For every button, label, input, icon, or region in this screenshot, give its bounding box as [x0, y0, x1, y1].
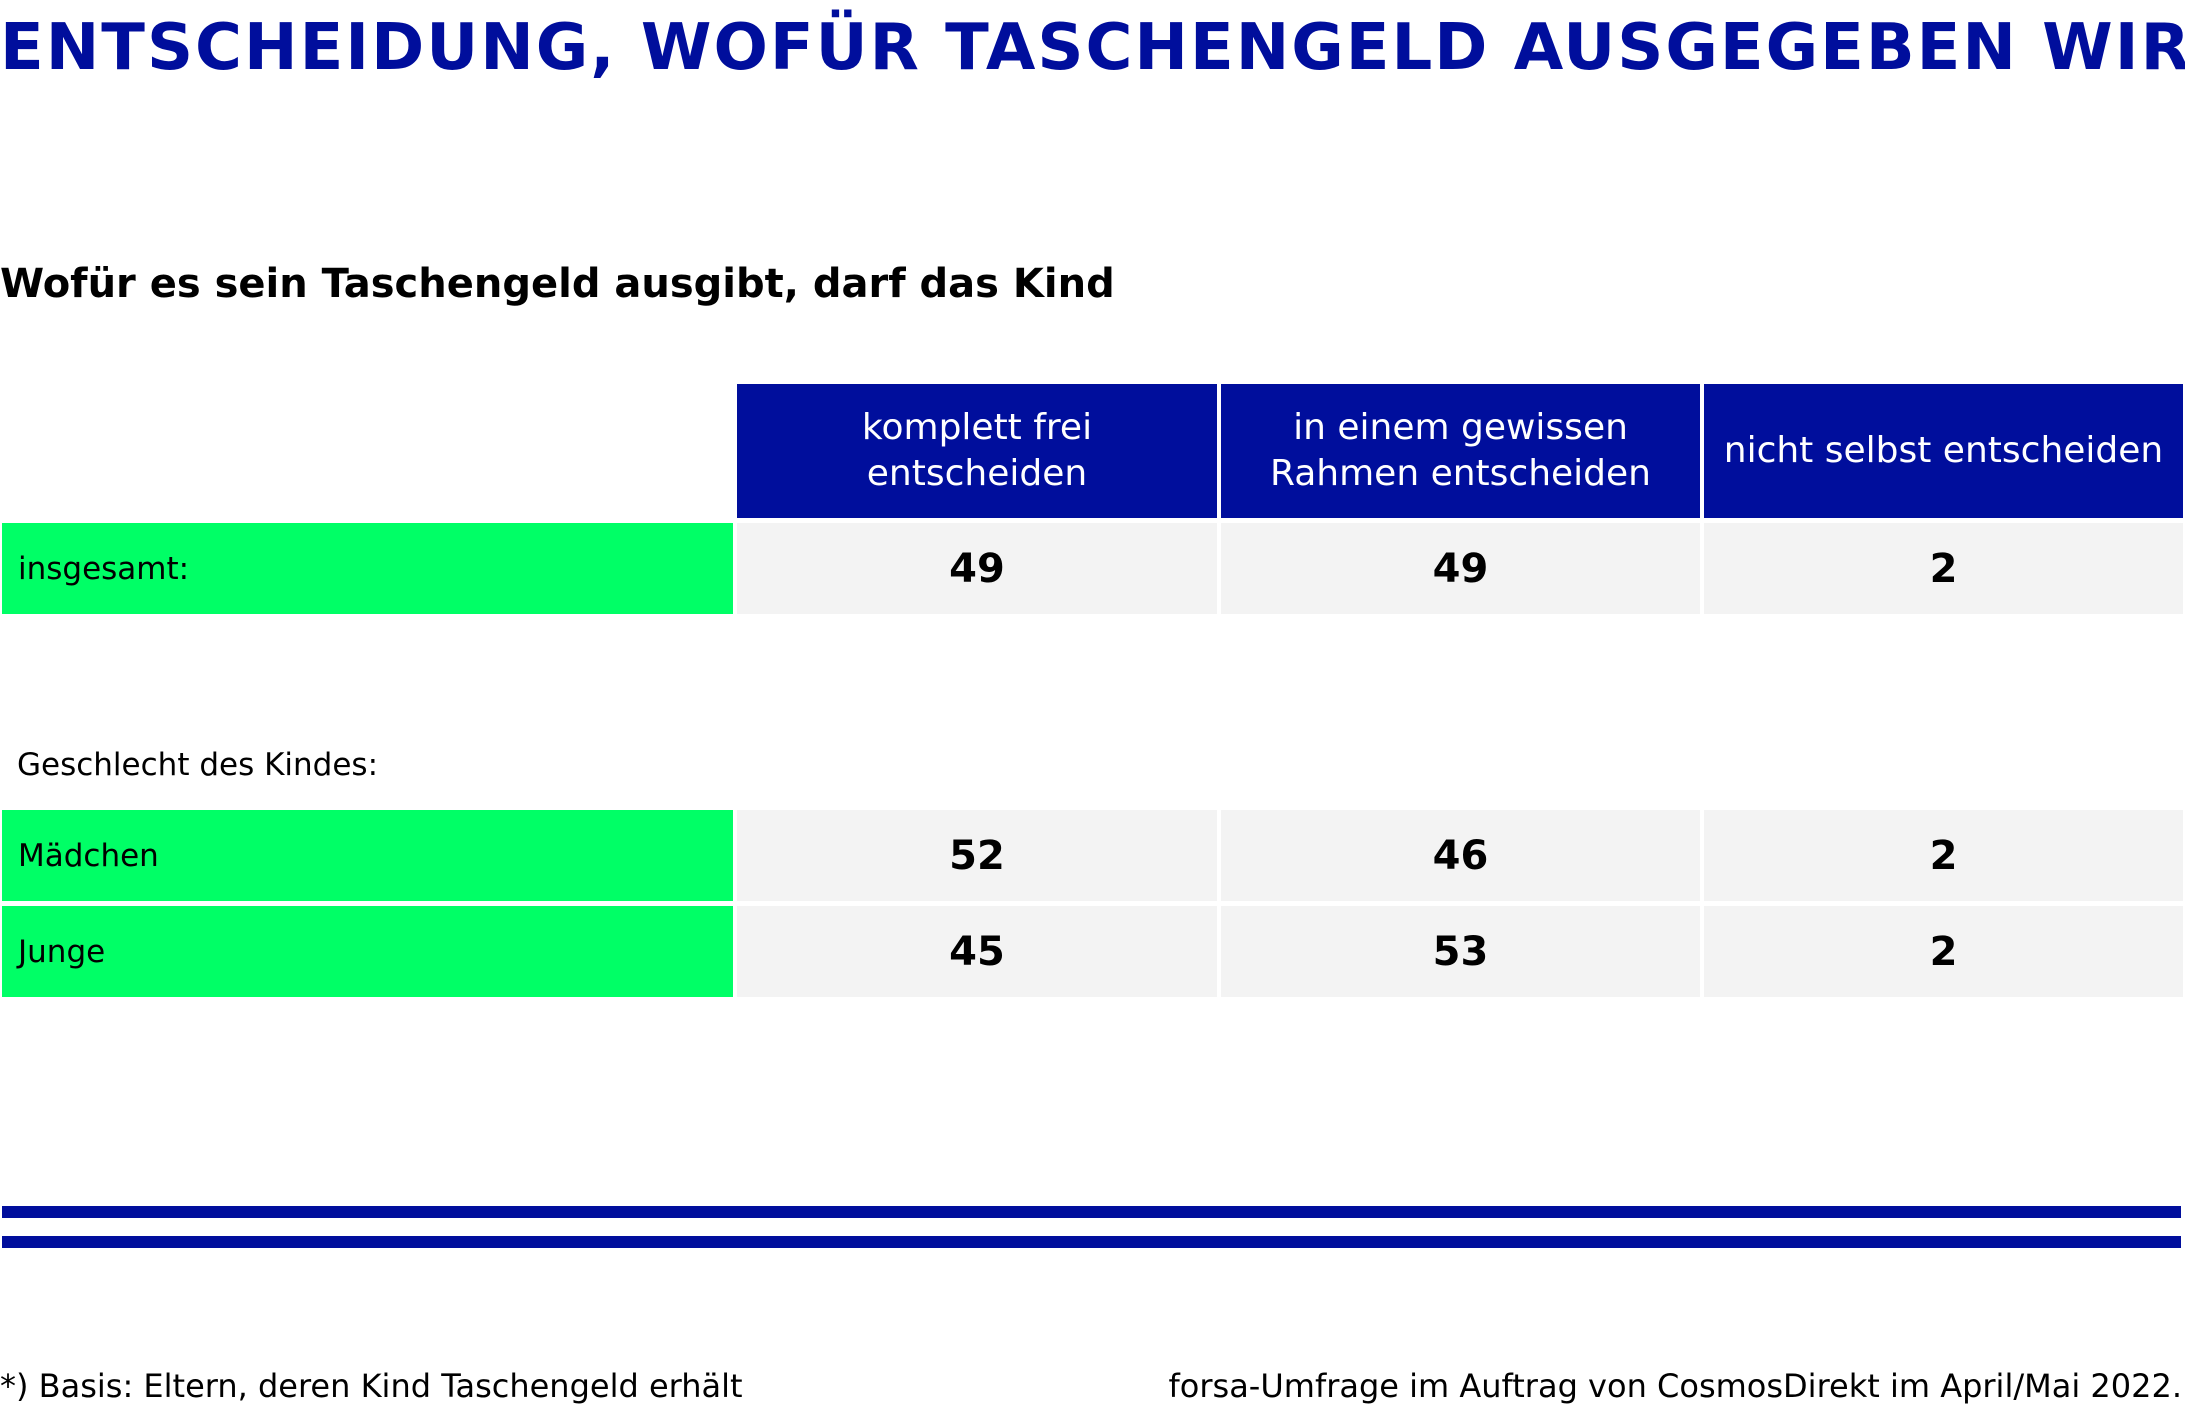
column-header-label: komplett frei entscheiden: [861, 407, 1093, 494]
divider-rule-top: [2, 1206, 2181, 1218]
row-label-insgesamt: insgesamt:: [2, 523, 733, 614]
column-header-nicht: nicht selbst entscheiden: [1704, 384, 2183, 518]
cell-insgesamt-nicht: 2: [1704, 523, 2183, 614]
cell-maedchen-rahmen: 46: [1221, 810, 1700, 901]
column-header-frei: komplett frei entscheiden: [737, 384, 1217, 518]
row-label-maedchen: Mädchen: [2, 810, 733, 901]
source-note: forsa-Umfrage im Auftrag von CosmosDirek…: [1168, 1367, 2182, 1405]
divider-rule-bottom: [2, 1236, 2181, 1248]
page-title: ENTSCHEIDUNG, WOFÜR TASCHENGELD AUSGEGEB…: [0, 11, 2185, 85]
cell-insgesamt-rahmen: 49: [1221, 523, 1700, 614]
cell-insgesamt-frei: 49: [737, 523, 1217, 614]
footnote-basis: *) Basis: Eltern, deren Kind Taschengeld…: [0, 1367, 743, 1405]
cell-maedchen-frei: 52: [737, 810, 1217, 901]
cell-junge-rahmen: 53: [1221, 906, 1700, 997]
column-header-rahmen: in einem gewissen Rahmen entscheiden: [1221, 384, 1700, 518]
cell-junge-frei: 45: [737, 906, 1217, 997]
group-label-geschlecht: Geschlecht des Kindes:: [17, 747, 379, 783]
cell-junge-nicht: 2: [1704, 906, 2183, 997]
row-label-junge: Junge: [2, 906, 733, 997]
table-subtitle: Wofür es sein Taschengeld ausgibt, darf …: [0, 261, 1115, 307]
column-header-label: in einem gewissen Rahmen entscheiden: [1270, 407, 1651, 494]
cell-maedchen-nicht: 2: [1704, 810, 2183, 901]
column-header-label: nicht selbst entscheiden: [1723, 430, 2164, 471]
